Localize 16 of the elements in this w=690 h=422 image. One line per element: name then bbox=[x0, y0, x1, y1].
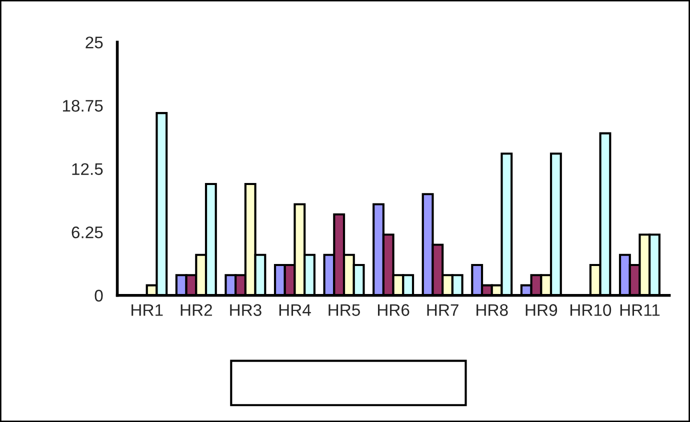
y-tick-label: 0 bbox=[94, 290, 103, 302]
y-tick-label: 6.25 bbox=[72, 226, 103, 238]
x-tick-label: HR5 bbox=[328, 304, 360, 316]
y-tick-label: 12.5 bbox=[72, 163, 103, 176]
x-tick-label: HR1 bbox=[132, 304, 163, 316]
x-tick-label: HR3 bbox=[230, 304, 262, 316]
x-tick-label: HR2 bbox=[180, 304, 212, 316]
y-tick-label: 18.75 bbox=[62, 100, 103, 112]
x-tick-label: HR7 bbox=[427, 304, 458, 316]
x-tick-label: HR4 bbox=[279, 304, 311, 316]
x-tick-label: HR6 bbox=[378, 304, 410, 316]
x-tick-label: HR11 bbox=[620, 304, 660, 316]
x-tick-label: HR8 bbox=[476, 304, 508, 316]
x-tick-label: HR9 bbox=[526, 304, 558, 316]
y-tick-label: 25 bbox=[86, 36, 103, 48]
x-tick-label: HR10 bbox=[570, 304, 612, 316]
